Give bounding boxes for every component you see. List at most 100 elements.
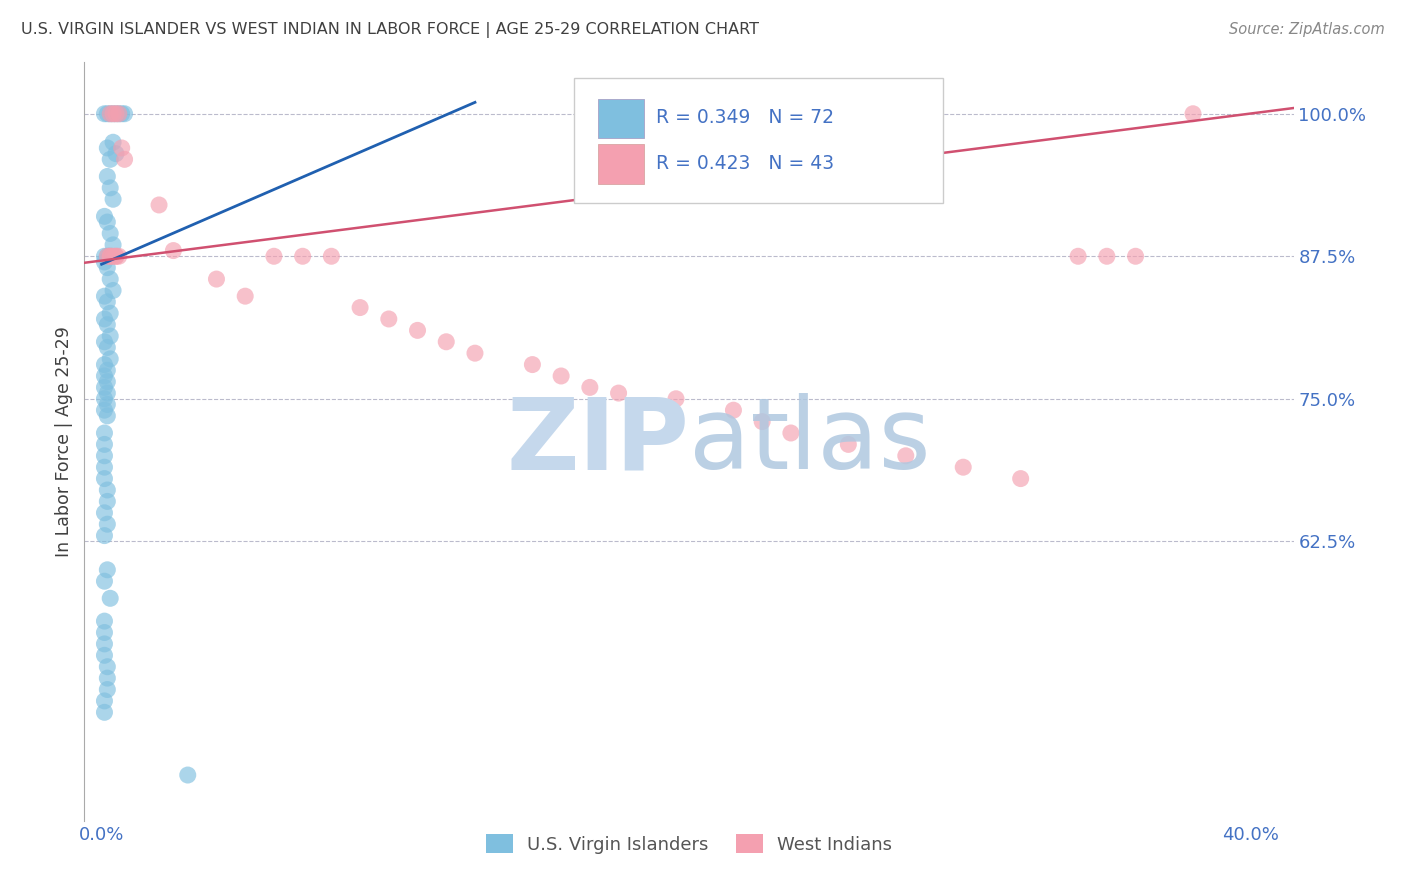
Point — [406, 323, 429, 337]
Bar — [599, 145, 644, 184]
Point — [93, 637, 115, 651]
Point — [93, 392, 115, 406]
Point — [550, 369, 572, 384]
Point — [93, 312, 115, 326]
Point — [148, 198, 170, 212]
Point — [98, 249, 121, 263]
Point — [1125, 249, 1147, 263]
Point — [98, 306, 121, 320]
Point — [263, 249, 285, 263]
Point — [96, 294, 118, 309]
Legend: U.S. Virgin Islanders, West Indians: U.S. Virgin Islanders, West Indians — [478, 827, 900, 861]
Text: ZIP: ZIP — [506, 393, 689, 490]
Point — [93, 449, 115, 463]
Point — [93, 380, 115, 394]
Text: atlas: atlas — [689, 393, 931, 490]
Point — [93, 574, 115, 589]
Point — [104, 107, 127, 121]
Point — [349, 301, 371, 315]
Point — [96, 386, 118, 401]
Point — [93, 437, 115, 451]
Point — [93, 289, 115, 303]
Point — [111, 141, 134, 155]
Point — [108, 107, 131, 121]
Point — [96, 682, 118, 697]
Point — [98, 329, 121, 343]
Point — [93, 625, 115, 640]
Point — [96, 141, 118, 155]
FancyBboxPatch shape — [574, 78, 943, 202]
Point — [205, 272, 228, 286]
Point — [98, 249, 121, 263]
Point — [579, 380, 602, 394]
Point — [93, 334, 115, 349]
Point — [98, 181, 121, 195]
Point — [837, 437, 859, 451]
Point — [104, 146, 127, 161]
Point — [101, 238, 124, 252]
Point — [96, 409, 118, 423]
Point — [98, 272, 121, 286]
Point — [104, 249, 127, 263]
Point — [522, 358, 544, 372]
Point — [96, 363, 118, 377]
Point — [101, 107, 124, 121]
Point — [378, 312, 401, 326]
Point — [96, 517, 118, 532]
Point — [665, 392, 688, 406]
Point — [93, 472, 115, 486]
Point — [233, 289, 256, 303]
Y-axis label: In Labor Force | Age 25-29: In Labor Force | Age 25-29 — [55, 326, 73, 557]
Point — [93, 528, 115, 542]
Point — [93, 255, 115, 269]
Point — [751, 415, 773, 429]
Point — [93, 358, 115, 372]
Point — [894, 449, 917, 463]
Point — [98, 153, 121, 167]
Point — [114, 153, 136, 167]
Point — [96, 260, 118, 275]
Text: Source: ZipAtlas.com: Source: ZipAtlas.com — [1229, 22, 1385, 37]
Point — [98, 249, 121, 263]
Point — [96, 659, 118, 673]
Point — [93, 403, 115, 417]
Bar — [599, 99, 644, 138]
Point — [101, 249, 124, 263]
Text: R = 0.349   N = 72: R = 0.349 N = 72 — [657, 108, 834, 128]
Point — [93, 694, 115, 708]
Point — [434, 334, 457, 349]
Point — [93, 249, 115, 263]
Point — [1095, 249, 1118, 263]
Point — [98, 351, 121, 366]
Point — [93, 648, 115, 663]
Point — [104, 107, 127, 121]
Point — [101, 192, 124, 206]
Text: U.S. VIRGIN ISLANDER VS WEST INDIAN IN LABOR FORCE | AGE 25-29 CORRELATION CHART: U.S. VIRGIN ISLANDER VS WEST INDIAN IN L… — [21, 22, 759, 38]
Point — [111, 107, 134, 121]
Point — [93, 460, 115, 475]
Point — [464, 346, 486, 360]
Point — [96, 563, 118, 577]
Point — [93, 369, 115, 384]
Point — [177, 768, 200, 782]
Point — [108, 107, 131, 121]
Text: R = 0.423   N = 43: R = 0.423 N = 43 — [657, 153, 834, 173]
Point — [1182, 107, 1205, 121]
Point — [1067, 249, 1090, 263]
Point — [101, 135, 124, 149]
Point — [93, 210, 115, 224]
Point — [93, 614, 115, 628]
Point — [952, 460, 974, 475]
Point — [96, 375, 118, 389]
Point — [108, 249, 131, 263]
Point — [93, 706, 115, 720]
Point — [162, 244, 184, 258]
Point — [93, 107, 115, 121]
Point — [96, 249, 118, 263]
Point — [723, 403, 745, 417]
Point — [96, 215, 118, 229]
Point — [96, 494, 118, 508]
Point — [114, 107, 136, 121]
Point — [101, 284, 124, 298]
Point — [101, 107, 124, 121]
